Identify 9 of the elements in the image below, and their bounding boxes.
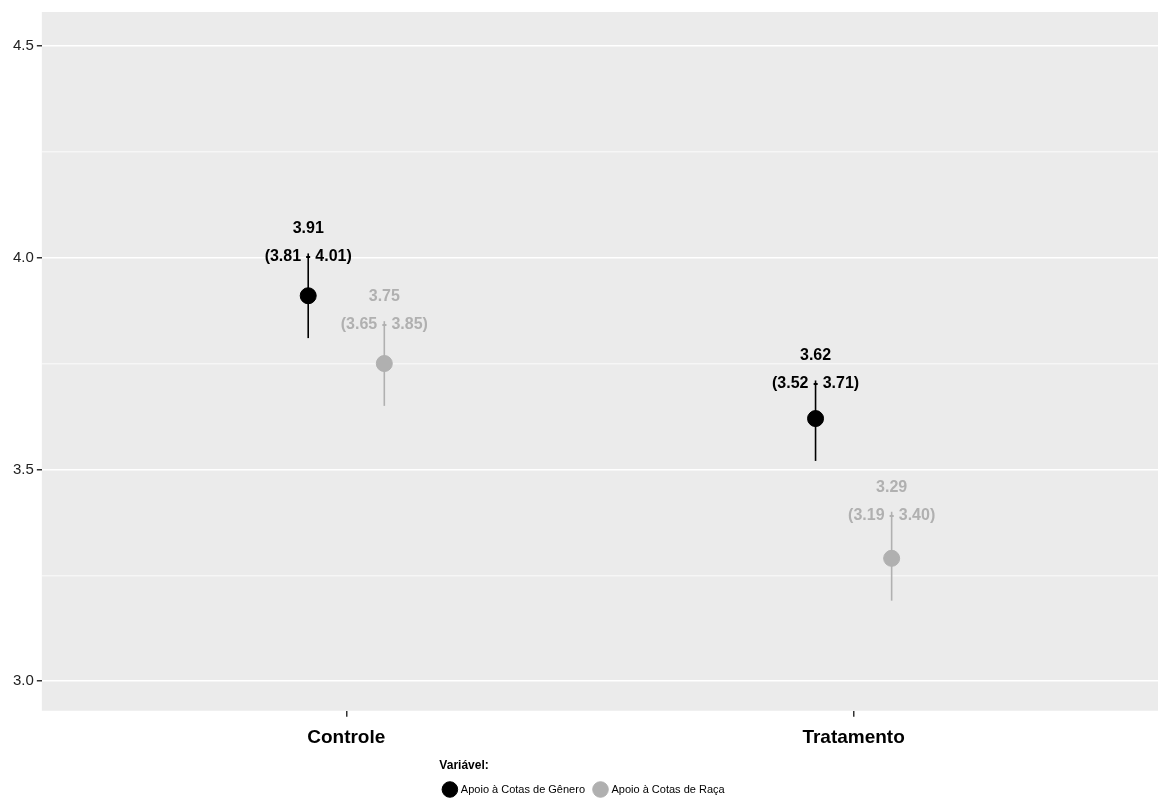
legend-label: Apoio à Cotas de Gênero <box>460 782 586 795</box>
legend-title: Variável: <box>439 757 489 772</box>
x-tick-label: Tratamento <box>802 726 905 748</box>
y-tick-label: 3.5 <box>12 459 34 477</box>
legend-label: Apoio à Cotas de Raça <box>611 782 726 795</box>
y-tick-label: 3.0 <box>12 671 34 689</box>
x-tick-label: Controle <box>307 726 386 748</box>
y-tick-label: 4.5 <box>12 36 34 54</box>
y-tick-label: 4.0 <box>12 247 34 265</box>
